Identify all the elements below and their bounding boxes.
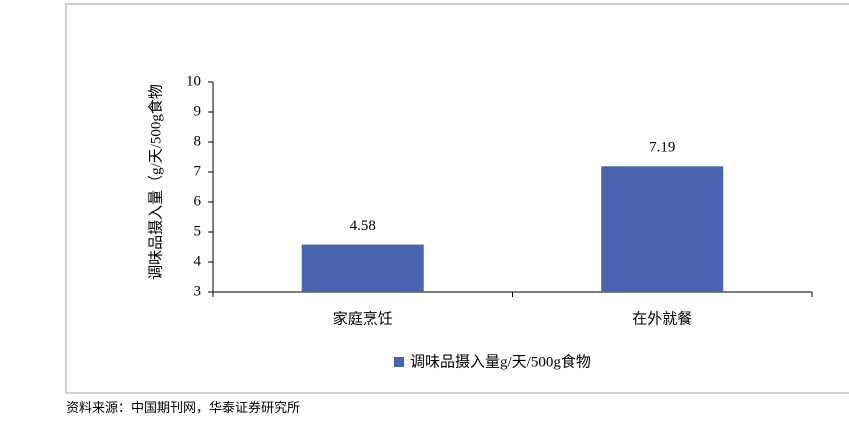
y-tick-label: 6 [194, 193, 202, 209]
y-tick-label: 9 [194, 103, 202, 119]
y-tick-label: 3 [194, 283, 202, 299]
x-tick-label: 在外就餐 [632, 310, 692, 327]
data-label: 7.19 [649, 140, 675, 156]
y-tick-label: 4 [194, 253, 202, 269]
data-label: 4.58 [350, 218, 376, 234]
y-tick-label: 10 [186, 73, 201, 89]
bar [601, 166, 724, 292]
source-note: 资料来源：中国期刊网，华泰证券研究所 [66, 400, 300, 415]
y-tick-label: 7 [194, 163, 202, 179]
chart-frame [65, 3, 849, 394]
legend-swatch [394, 357, 404, 367]
x-tick-label: 家庭烹饪 [333, 309, 393, 327]
bar [301, 244, 424, 292]
y-axis-label: 调味品摄入量（g/天/500g食物 [147, 84, 164, 280]
legend-label: 调味品摄入量g/天/500g食物 [410, 353, 591, 370]
y-tick-label: 5 [194, 223, 202, 239]
y-tick-label: 8 [194, 133, 202, 149]
